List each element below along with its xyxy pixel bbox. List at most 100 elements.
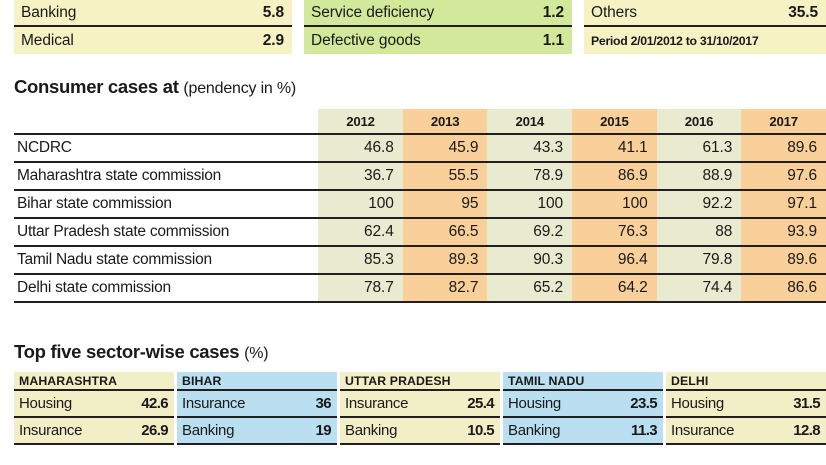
cell-value: 66.5 xyxy=(402,217,488,246)
summary-panel-middle: Service deficiency 1.2 Defective goods 1… xyxy=(304,0,572,56)
cell-value: 89.3 xyxy=(402,245,488,274)
sector-state-header: TAMIL NADU xyxy=(503,372,663,391)
cell-value: 65.2 xyxy=(487,273,573,303)
summary-panels: Banking 5.8 Medical 2.9 Service deficien… xyxy=(0,0,826,56)
table-row: NCDRC 46.8 45.9 43.3 41.1 61.3 89.6 xyxy=(14,133,826,162)
sector-item-label: Banking xyxy=(182,422,235,439)
page-title-pendency: Consumer cases at (pendency in %) xyxy=(14,76,296,98)
cell-value: 89.6 xyxy=(741,245,826,274)
column-header-year: 2017 xyxy=(741,109,826,134)
table-row: Delhi state commission 78.7 82.7 65.2 64… xyxy=(14,273,826,303)
row-label: NCDRC xyxy=(14,133,319,162)
row-label: Delhi state commission xyxy=(14,273,319,303)
cell-value: 41.1 xyxy=(572,133,657,162)
sector-item: Banking 19 xyxy=(177,418,337,445)
sector-item: Insurance 26.9 xyxy=(14,418,174,445)
cell-value: 93.9 xyxy=(741,217,826,246)
sector-item: Banking 11.3 xyxy=(503,418,663,445)
sector-item-value: 36 xyxy=(315,395,332,412)
cell-value: 45.9 xyxy=(402,133,488,162)
sector-item-label: Insurance xyxy=(19,422,83,439)
sector-item: Housing 42.6 xyxy=(14,391,174,418)
sector-item-label: Banking xyxy=(345,422,398,439)
sector-item-value: 23.5 xyxy=(630,395,657,412)
table-row: Bihar state commission 100 95 100 100 92… xyxy=(14,189,826,218)
column-header-year: 2016 xyxy=(656,109,742,134)
header-blank xyxy=(14,109,319,134)
sector-item-value: 11.3 xyxy=(631,422,658,439)
summary-value: 5.8 xyxy=(262,3,284,21)
sector-item-label: Insurance xyxy=(671,422,735,439)
table-header-row: 2012 2013 2014 2015 2016 2017 xyxy=(14,109,826,134)
pendency-table-body: NCDRC 46.8 45.9 43.3 41.1 61.3 89.6 Maha… xyxy=(14,133,826,303)
summary-label: Others xyxy=(591,3,637,21)
sector-item: Insurance 25.4 xyxy=(340,391,500,418)
cell-value: 92.2 xyxy=(656,189,742,218)
sector-item-label: Housing xyxy=(19,395,72,412)
summary-row: Defective goods 1.1 xyxy=(304,27,572,54)
summary-row: Medical 2.9 xyxy=(14,27,292,54)
row-label: Tamil Nadu state commission xyxy=(14,245,319,274)
summary-label: Banking xyxy=(21,3,77,21)
sector-item-value: 12.8 xyxy=(793,422,820,439)
cell-value: 76.3 xyxy=(572,217,657,246)
row-label: Bihar state commission xyxy=(14,189,319,218)
cell-value: 88 xyxy=(656,217,742,246)
pendency-subtitle-text: (pendency in %) xyxy=(183,80,297,97)
column-header-year: 2014 xyxy=(487,109,573,134)
cell-value: 96.4 xyxy=(572,245,657,274)
cell-value: 100 xyxy=(487,189,573,218)
cell-value: 89.6 xyxy=(741,133,826,162)
cell-value: 86.6 xyxy=(741,273,826,303)
pendency-table: 2012 2013 2014 2015 2016 2017 NCDRC 46.8… xyxy=(14,109,826,303)
sector-item-value: 42.6 xyxy=(141,395,168,412)
pendency-table-wrap: 2012 2013 2014 2015 2016 2017 NCDRC 46.8… xyxy=(14,109,826,303)
sector-item-label: Banking xyxy=(508,422,561,439)
cell-value: 97.6 xyxy=(741,161,826,190)
sector-title-text: Top five sector-wise cases xyxy=(14,341,240,362)
cell-value: 62.4 xyxy=(318,217,403,246)
cell-value: 69.2 xyxy=(487,217,573,246)
cell-value: 74.4 xyxy=(656,273,742,303)
summary-value: 1.1 xyxy=(542,31,564,49)
sector-item-value: 10.5 xyxy=(467,422,494,439)
summary-label: Medical xyxy=(21,31,74,49)
cell-value: 100 xyxy=(572,189,657,218)
sector-column-tamil-nadu: TAMIL NADU Housing 23.5 Banking 11.3 xyxy=(503,372,663,445)
cell-value: 85.3 xyxy=(318,245,403,274)
sector-item-value: 31.5 xyxy=(793,395,820,412)
column-header-year: 2015 xyxy=(572,109,657,134)
cell-value: 61.3 xyxy=(656,133,742,162)
column-header-year: 2012 xyxy=(318,109,403,134)
row-label: Maharashtra state commission xyxy=(14,161,319,190)
sector-item-label: Insurance xyxy=(182,395,246,412)
sector-item: Housing 31.5 xyxy=(666,391,826,418)
cell-value: 100 xyxy=(318,189,403,218)
cell-value: 43.3 xyxy=(487,133,573,162)
table-row: Maharashtra state commission 36.7 55.5 7… xyxy=(14,161,826,190)
period-note: Period 2/01/2012 to 31/10/2017 xyxy=(584,27,826,54)
cell-value: 88.9 xyxy=(656,161,742,190)
sector-item: Insurance 36 xyxy=(177,391,337,418)
cell-value: 86.9 xyxy=(572,161,657,190)
cell-value: 55.5 xyxy=(402,161,488,190)
cell-value: 78.7 xyxy=(318,273,403,303)
cell-value: 46.8 xyxy=(318,133,403,162)
summary-panel-left: Banking 5.8 Medical 2.9 xyxy=(14,0,292,56)
sector-item-label: Insurance xyxy=(345,395,409,412)
page-title-sector: Top five sector-wise cases (%) xyxy=(14,341,269,363)
sector-column-maharashtra: MAHARASHTRA Housing 42.6 Insurance 26.9 xyxy=(14,372,174,445)
table-row: Uttar Pradesh state commission 62.4 66.5… xyxy=(14,217,826,246)
sector-item-value: 26.9 xyxy=(141,422,168,439)
sector-item-label: Housing xyxy=(508,395,561,412)
summary-row: Banking 5.8 xyxy=(14,0,292,27)
cell-value: 97.1 xyxy=(741,189,826,218)
summary-label: Service deficiency xyxy=(311,3,435,21)
summary-value: 2.9 xyxy=(262,31,284,49)
sector-column-bihar: BIHAR Insurance 36 Banking 19 xyxy=(177,372,337,445)
cell-value: 95 xyxy=(402,189,488,218)
sector-column-delhi: DELHI Housing 31.5 Insurance 12.8 xyxy=(666,372,826,445)
table-row: Tamil Nadu state commission 85.3 89.3 90… xyxy=(14,245,826,274)
cell-value: 78.9 xyxy=(487,161,573,190)
cell-value: 79.8 xyxy=(656,245,742,274)
